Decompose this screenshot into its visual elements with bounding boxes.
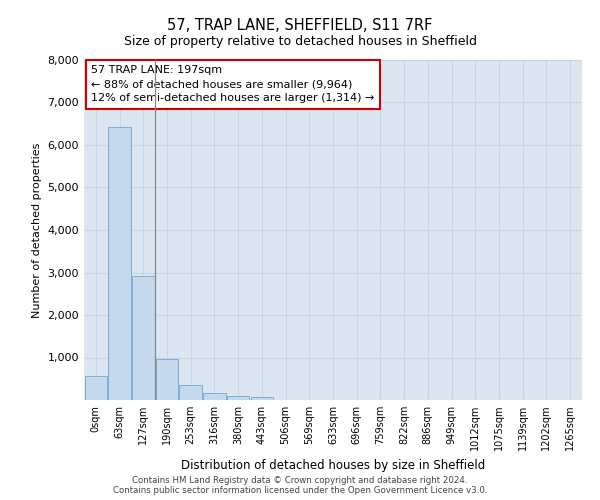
X-axis label: Distribution of detached houses by size in Sheffield: Distribution of detached houses by size …	[181, 458, 485, 471]
Y-axis label: Number of detached properties: Number of detached properties	[32, 142, 42, 318]
Text: 57, TRAP LANE, SHEFFIELD, S11 7RF: 57, TRAP LANE, SHEFFIELD, S11 7RF	[167, 18, 433, 32]
Bar	[132, 276, 155, 400]
Bar	[227, 396, 250, 400]
Bar	[203, 393, 226, 400]
Text: Contains public sector information licensed under the Open Government Licence v3: Contains public sector information licen…	[113, 486, 487, 495]
Bar	[251, 396, 273, 400]
Text: Size of property relative to detached houses in Sheffield: Size of property relative to detached ho…	[124, 35, 476, 48]
Bar	[156, 358, 178, 400]
Bar	[179, 385, 202, 400]
Text: Contains HM Land Registry data © Crown copyright and database right 2024.: Contains HM Land Registry data © Crown c…	[132, 476, 468, 485]
Bar	[109, 126, 131, 400]
Text: 57 TRAP LANE: 197sqm
← 88% of detached houses are smaller (9,964)
12% of semi-de: 57 TRAP LANE: 197sqm ← 88% of detached h…	[91, 65, 375, 103]
Bar	[85, 376, 107, 400]
